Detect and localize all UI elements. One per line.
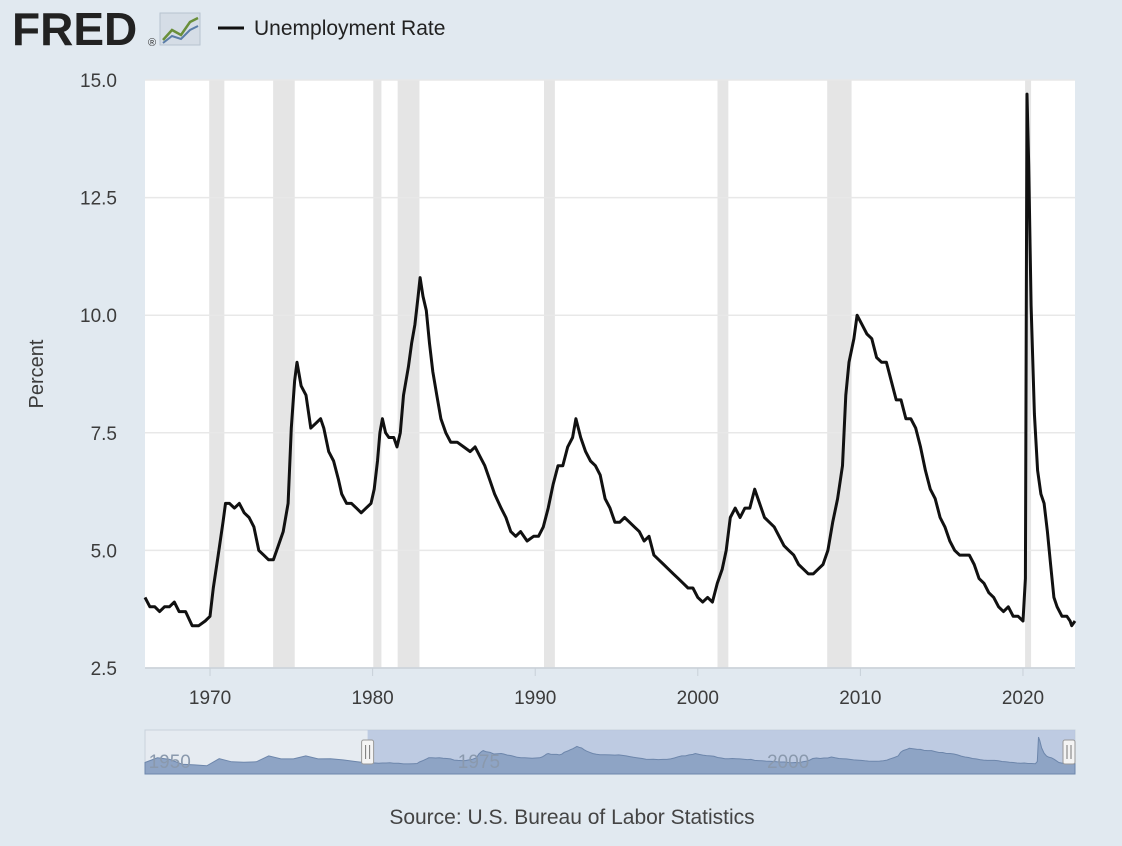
x-tick-label: 1990 [514,688,556,709]
recession-band [717,80,729,668]
recession-band [273,80,295,668]
navigator-overview-area [144,736,1076,775]
fred-logo-text: FRED [12,3,137,55]
y-tick-label: 10.0 [80,306,117,327]
fred-logo[interactable]: FRED ® [12,3,201,55]
navigator-year-labels: 1950 1975 2000 [149,752,810,773]
source-note: Source: U.S. Bureau of Labor Statistics [389,806,754,829]
recession-band [209,80,225,668]
y-tick-label: 15.0 [80,71,117,92]
series-line-unemployment-rate [143,92,1077,628]
recession-band [543,80,555,668]
legend[interactable]: Unemployment Rate [218,17,445,40]
recession-band [373,80,382,668]
grid-lines [145,79,1075,669]
navigator-year-label: 1975 [458,752,500,773]
range-navigator[interactable]: 1950 1975 2000 [144,729,1076,775]
y-tick-label: 12.5 [80,189,117,210]
drag-handle-icon[interactable] [1062,739,1076,765]
y-axis-title: Percent [26,339,48,408]
registered-mark: ® [148,37,156,49]
navigator-handles[interactable] [361,739,1076,765]
recession-band [1025,80,1032,668]
drag-handle-icon[interactable] [361,739,375,765]
x-tick-label: 1970 [189,688,231,709]
y-axis-ticks: 2.5 5.0 7.5 10.0 12.5 15.0 [80,71,117,680]
navigator-year-label: 1950 [149,752,191,773]
x-tick-label: 2000 [677,688,719,709]
x-axis-ticks: 1970 1980 1990 2000 2010 2020 [189,668,1044,709]
recession-bands [209,80,1032,668]
y-tick-label: 2.5 [91,659,117,680]
x-tick-label: 2020 [1002,688,1044,709]
x-tick-label: 2010 [839,688,881,709]
legend-label: Unemployment Rate [254,17,445,40]
x-tick-label: 1980 [351,688,393,709]
y-tick-label: 5.0 [91,541,117,562]
line-chart-icon [159,12,201,46]
navigator-year-label: 2000 [767,752,809,773]
y-tick-label: 7.5 [91,424,117,445]
